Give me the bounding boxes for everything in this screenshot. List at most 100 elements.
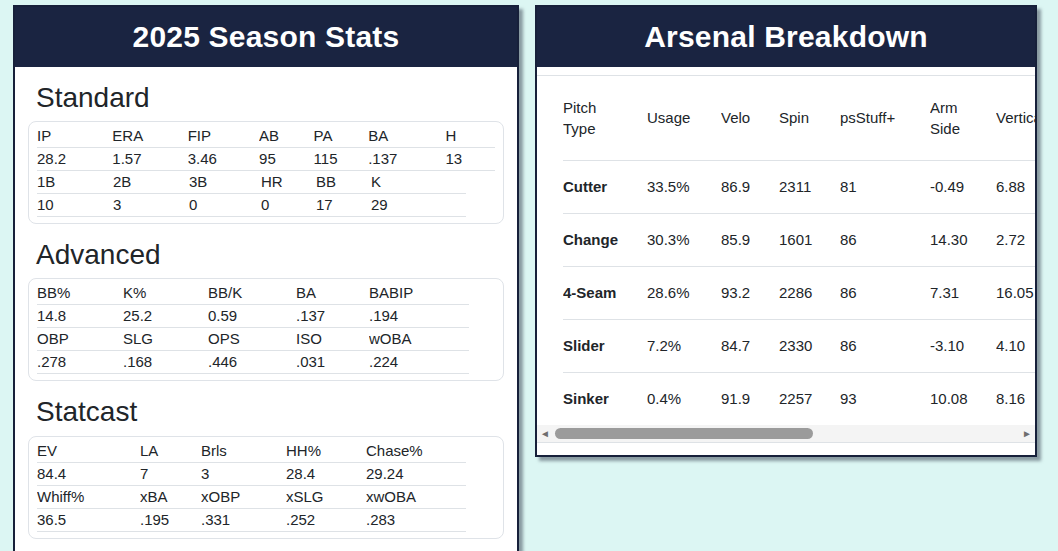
pitch-stat-cell: 6.88 <box>996 160 1035 213</box>
pitch-stat-cell: 8.16 <box>996 372 1035 425</box>
stat-value-cell: .031 <box>296 351 369 374</box>
pitch-name-cell: 4-Seam <box>563 266 647 319</box>
stat-value-cell: 17 <box>316 194 371 217</box>
stat-header-cell: Whiff% <box>37 485 140 508</box>
pitch-stat-cell: 7.2% <box>647 319 721 372</box>
scroll-left-arrow-icon[interactable]: ◄ <box>537 425 553 442</box>
stat-header-cell: xSLG <box>286 485 366 508</box>
pitch-name-cell: Slider <box>563 319 647 372</box>
pitch-stat-cell: 28.6% <box>647 266 721 319</box>
stat-value-cell: 84.4 <box>37 462 140 485</box>
scroll-thumb[interactable] <box>555 428 813 439</box>
arsenal-table: Pitch Type Usage Velo Spin psStuff+ Arm … <box>563 76 1035 425</box>
pitch-stat-cell: 30.3% <box>647 213 721 266</box>
season-stats-body: Standard IP ERA FIP AB PA BA H 28.2 <box>15 82 517 539</box>
stat-value-cell: .137 <box>368 148 445 171</box>
arsenal-body: Pitch Type Usage Velo Spin psStuff+ Arm … <box>537 67 1035 443</box>
stat-value-cell: 29 <box>371 194 466 217</box>
pitch-stat-cell: 2330 <box>779 319 840 372</box>
pitch-row: Change 30.3% 85.9 1601 86 14.30 2.72 <box>563 213 1035 266</box>
pitch-stat-cell: 16.05 <box>996 266 1035 319</box>
stat-header-row: OBP SLG OPS ISO wOBA <box>37 328 469 351</box>
stat-value-cell: 13 <box>445 148 495 171</box>
pitch-stat-cell: 91.9 <box>721 372 779 425</box>
stat-value-cell: 36.5 <box>37 508 140 531</box>
stat-header-cell: xOBP <box>201 485 286 508</box>
stat-header-cell: EV <box>37 440 140 463</box>
stat-header-cell: 3B <box>189 171 261 194</box>
col-header-pitch-type: Pitch Type <box>563 76 647 160</box>
arsenal-header-row: Pitch Type Usage Velo Spin psStuff+ Arm … <box>563 76 1035 160</box>
arsenal-scroll-area: Pitch Type Usage Velo Spin psStuff+ Arm … <box>537 75 1035 443</box>
pitch-row: 4-Seam 28.6% 93.2 2286 86 7.31 16.05 <box>563 266 1035 319</box>
pitch-stat-cell: 86 <box>840 266 930 319</box>
stat-header-cell: BA <box>296 282 369 305</box>
stat-value-cell: 95 <box>259 148 314 171</box>
col-header-velo: Velo <box>721 76 779 160</box>
pitch-stat-cell: 2.72 <box>996 213 1035 266</box>
pitch-stat-cell: 85.9 <box>721 213 779 266</box>
pitch-stat-cell: 10.08 <box>930 372 996 425</box>
stat-header-cell: LA <box>140 440 201 463</box>
stat-header-row: 1B 2B 3B HR BB K <box>37 171 466 194</box>
pitch-name-cell: Cutter <box>563 160 647 213</box>
pitch-stat-cell: 2257 <box>779 372 840 425</box>
stat-value-cell: 3.46 <box>188 148 259 171</box>
stat-value-cell: 25.2 <box>123 305 208 328</box>
pitch-row: Cutter 33.5% 86.9 2311 81 -0.49 6.88 <box>563 160 1035 213</box>
stat-header-cell: BA <box>368 125 445 148</box>
pitch-stat-cell: 1601 <box>779 213 840 266</box>
stats-card: EV LA Brls HH% Chase% 84.4 7 3 28.4 29.2… <box>28 436 504 539</box>
stat-header-cell: OPS <box>208 328 296 351</box>
stat-header-cell: ERA <box>112 125 187 148</box>
stat-header-cell: 1B <box>37 171 113 194</box>
stat-value-cell: 0 <box>189 194 261 217</box>
stat-header-cell: K% <box>123 282 208 305</box>
stat-header-cell: K <box>371 171 466 194</box>
stat-header-cell: Chase% <box>366 440 466 463</box>
stat-header-cell: OBP <box>37 328 123 351</box>
h-scrollbar[interactable]: ◄ ► <box>537 425 1035 442</box>
stat-header-row: EV LA Brls HH% Chase% <box>37 440 466 463</box>
pitch-stat-cell: 86 <box>840 213 930 266</box>
section-heading: Standard <box>36 82 504 114</box>
stat-value-cell: 29.24 <box>366 462 466 485</box>
stat-header-cell: BB/K <box>208 282 296 305</box>
section-advanced: Advanced BB% K% BB/K BA BABIP 14.8 25.2 … <box>28 239 504 381</box>
season-stats-header: 2025 Season Stats <box>15 7 517 67</box>
stat-header-row: Whiff% xBA xOBP xSLG xwOBA <box>37 485 466 508</box>
pitch-stat-cell: -3.10 <box>930 319 996 372</box>
stat-value-row: 28.2 1.57 3.46 95 115 .137 13 <box>37 148 495 171</box>
pitch-name-cell: Sinker <box>563 372 647 425</box>
stat-header-cell: xBA <box>140 485 201 508</box>
stat-header-cell: AB <box>259 125 314 148</box>
stat-header-cell: BB <box>316 171 371 194</box>
season-stats-panel: 2025 Season Stats Standard IP ERA FIP AB… <box>13 5 519 551</box>
stat-value-cell: 3 <box>201 462 286 485</box>
stat-header-cell: BB% <box>37 282 123 305</box>
col-header-vertical: Vertical <box>996 76 1035 160</box>
stat-value-cell: .224 <box>369 351 469 374</box>
stat-value-row: 14.8 25.2 0.59 .137 .194 <box>37 305 469 328</box>
stat-header-cell: 2B <box>113 171 189 194</box>
stat-value-cell: 0.59 <box>208 305 296 328</box>
section-heading: Advanced <box>36 239 504 271</box>
scroll-right-arrow-icon[interactable]: ► <box>1019 425 1035 442</box>
scroll-track[interactable] <box>553 425 1019 442</box>
arsenal-title: Arsenal Breakdown <box>644 20 928 54</box>
col-header-usage: Usage <box>647 76 721 160</box>
stat-header-cell: H <box>445 125 495 148</box>
stat-header-cell: IP <box>37 125 112 148</box>
stat-header-cell: SLG <box>123 328 208 351</box>
stat-value-cell: .137 <box>296 305 369 328</box>
stat-header-cell: BABIP <box>369 282 469 305</box>
stat-value-row: .278 .168 .446 .031 .224 <box>37 351 469 374</box>
pitch-stat-cell: 33.5% <box>647 160 721 213</box>
stat-value-row: 84.4 7 3 28.4 29.24 <box>37 462 466 485</box>
stat-header-cell: ISO <box>296 328 369 351</box>
stat-value-cell: .168 <box>123 351 208 374</box>
stats-table: IP ERA FIP AB PA BA H 28.2 1.57 3.46 95 … <box>37 125 495 171</box>
pitch-stat-cell: 86 <box>840 319 930 372</box>
pitch-stat-cell: 86.9 <box>721 160 779 213</box>
arsenal-panel: Arsenal Breakdown Pitch Type Usage Velo … <box>535 5 1037 457</box>
